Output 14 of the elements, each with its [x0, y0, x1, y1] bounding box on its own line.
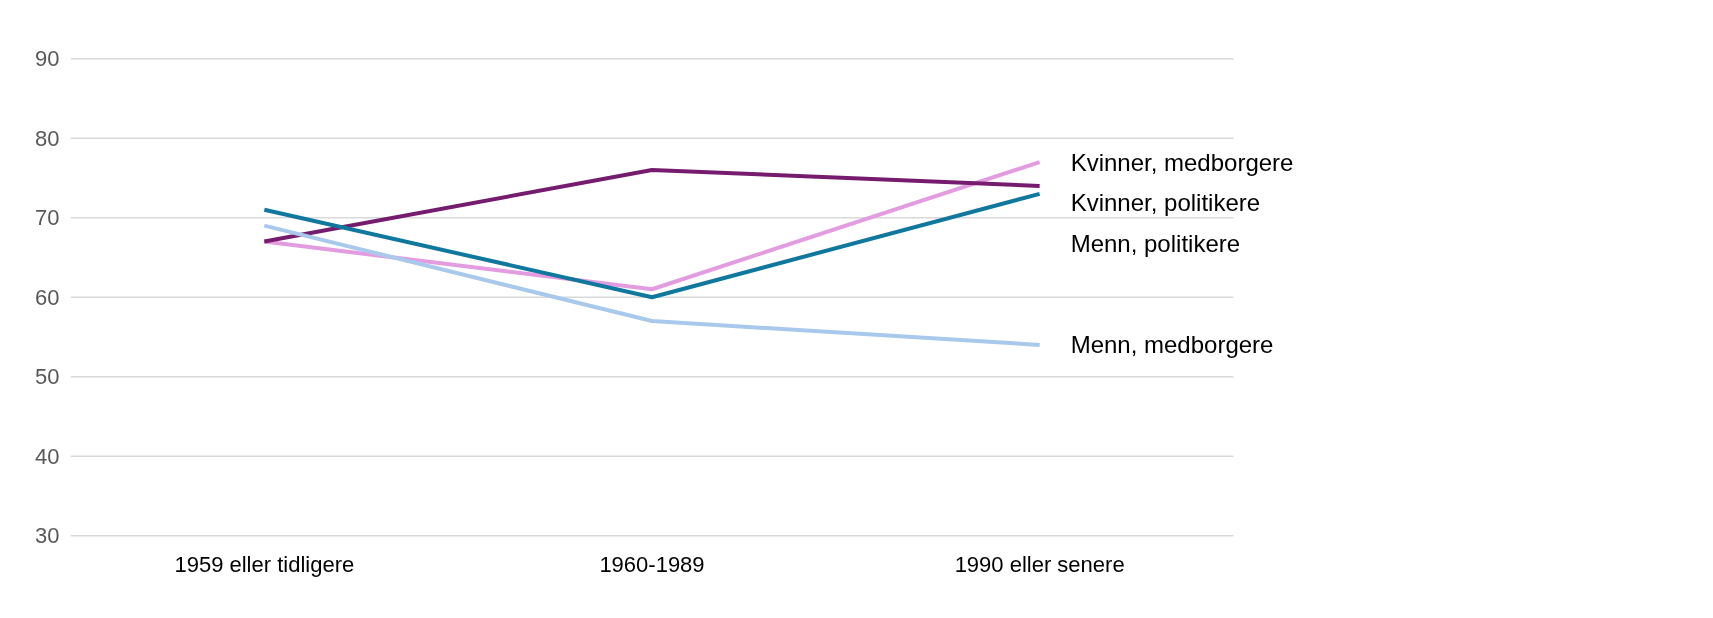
- y-tick-label: 70: [35, 205, 60, 231]
- series-label: Menn, medborgere: [1070, 331, 1274, 359]
- y-tick-label: 50: [35, 364, 60, 390]
- y-tick-label: 80: [35, 125, 60, 151]
- series-label: Menn, politikere: [1070, 229, 1241, 257]
- x-tick-label: 1959 eller tidligere: [174, 551, 355, 577]
- y-tick-label: 90: [35, 46, 60, 72]
- y-tick-label: 40: [35, 443, 60, 469]
- x-tick-label: 1990 eller senere: [954, 551, 1125, 577]
- y-tick-label: 30: [35, 523, 60, 549]
- series-label: Kvinner, medborgere: [1070, 148, 1294, 176]
- y-tick-label: 60: [35, 284, 60, 310]
- series-label: Kvinner, politikere: [1070, 189, 1261, 217]
- x-tick-label: 1960-1989: [599, 551, 705, 577]
